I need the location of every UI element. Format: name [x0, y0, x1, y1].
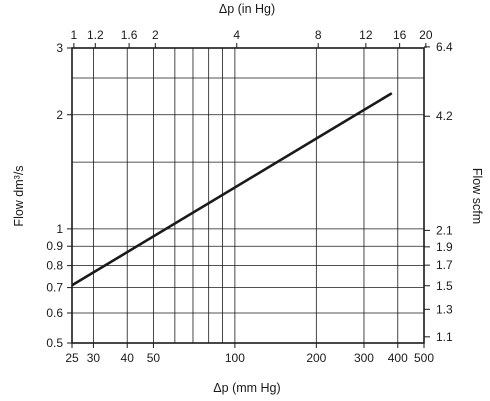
y2-tick-label: 1.3	[436, 302, 453, 316]
series-layer	[71, 92, 393, 287]
x-tick-label: 300	[354, 351, 374, 365]
y2-axis-title: Flow scfm	[470, 168, 484, 224]
y-tick-label: 3	[56, 41, 63, 55]
y-tick-label: 0.8	[46, 259, 63, 273]
x-tick-label: 200	[306, 351, 326, 365]
x2-tick-label: 2	[152, 28, 159, 42]
x2-tick-label: 1.2	[87, 28, 104, 42]
x2-tick-label: 8	[315, 28, 322, 42]
x-tick-label: 25	[65, 351, 79, 365]
x2-tick-label: 1	[71, 28, 78, 42]
y-tick-label: 1	[56, 222, 63, 236]
x-tick-label: 400	[388, 351, 408, 365]
x2-tick-label: 16	[393, 28, 407, 42]
x-tick-label: 30	[87, 351, 101, 365]
y2-tick-label: 1.7	[436, 258, 453, 272]
y-tick-label: 2	[56, 108, 63, 122]
x-tick-label: 40	[121, 351, 135, 365]
x-tick-label: 50	[147, 351, 161, 365]
plot-frame	[71, 47, 425, 344]
y2-tick-label: 1.9	[436, 240, 453, 254]
y2-tick-label: 4.2	[436, 109, 453, 123]
y-tick-label: 0.7	[46, 281, 63, 295]
x-axis-title: Δp (mm Hg)	[213, 381, 280, 395]
x2-tick-label: 1.6	[121, 28, 138, 42]
flow-curve-line	[71, 92, 393, 287]
y2-tick-label: 6.4	[436, 40, 453, 54]
y-axis-title: Flow dm³/s	[12, 165, 26, 226]
y2-tick-label: 1.1	[436, 330, 453, 344]
y-tick-label: 0.9	[46, 239, 63, 253]
tick-marks	[67, 43, 430, 348]
x-tick-label: 100	[225, 351, 245, 365]
x2-tick-label: 12	[359, 28, 373, 42]
x2-tick-label: 4	[233, 28, 240, 42]
y-tick-label: 0.6	[46, 306, 63, 320]
y-tick-label: 0.5	[46, 336, 63, 350]
x2-tick-label: 20	[419, 28, 433, 42]
x-tick-label: 500	[414, 351, 434, 365]
x2-axis-title: Δp (in Hg)	[219, 2, 275, 16]
y2-tick-label: 2.1	[436, 223, 453, 237]
grid	[71, 47, 425, 344]
y2-tick-label: 1.5	[436, 279, 453, 293]
